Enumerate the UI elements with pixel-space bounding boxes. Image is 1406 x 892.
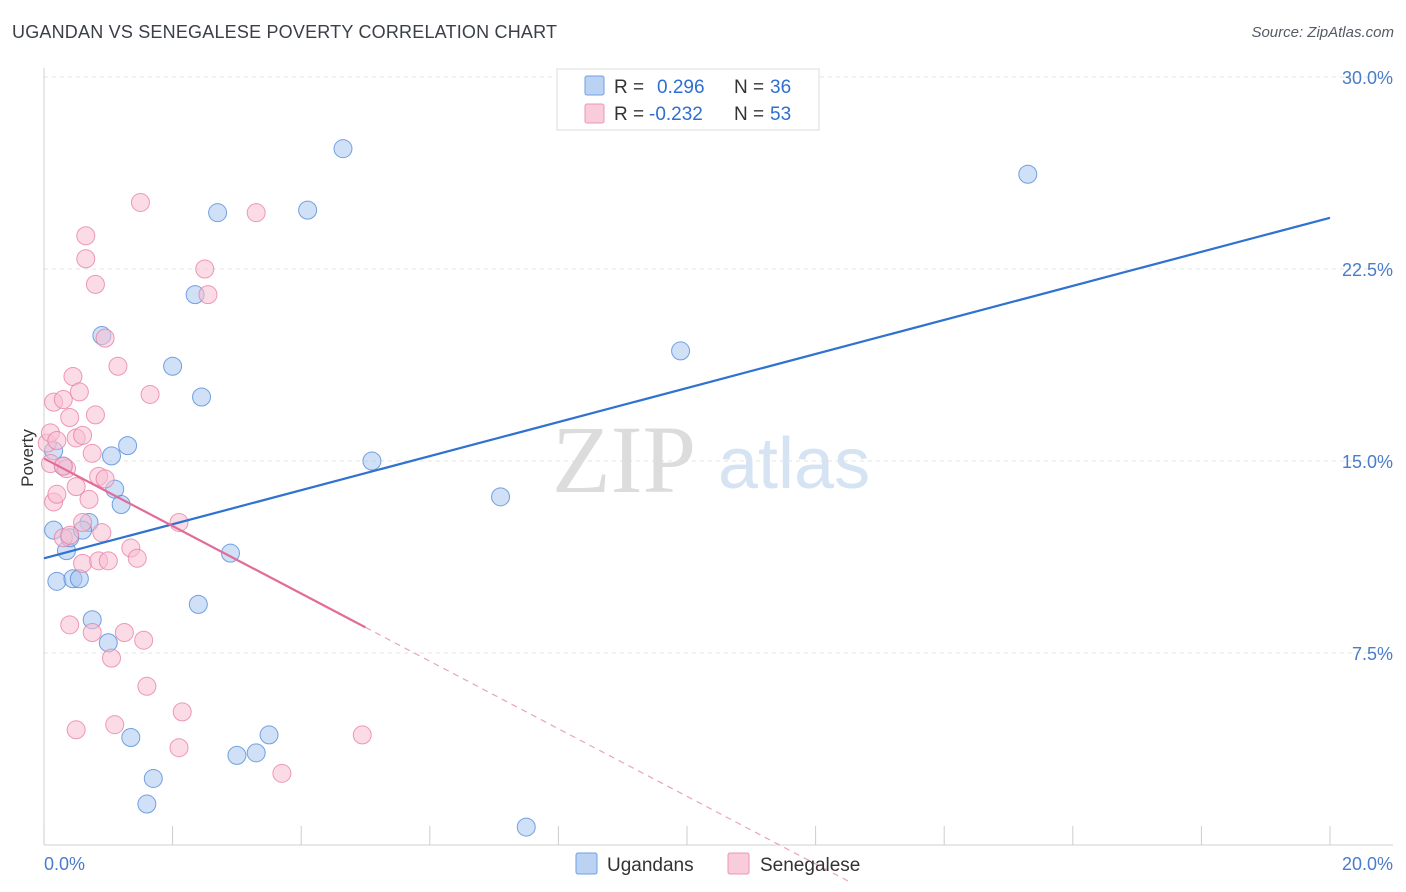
senegalese-point bbox=[246, 203, 266, 223]
ugandan-point bbox=[1018, 164, 1038, 184]
legend-swatch-ugandans bbox=[584, 75, 605, 96]
ugandan-point bbox=[333, 139, 353, 159]
senegalese-point bbox=[95, 328, 115, 348]
senegalese-point bbox=[60, 525, 80, 545]
senegalese-point bbox=[66, 477, 86, 497]
senegalese-point bbox=[53, 390, 73, 410]
bottom-legend-label-senegalese: Senegalese bbox=[760, 855, 860, 876]
watermark-zip: ZIP bbox=[552, 406, 696, 513]
senegalese-point bbox=[85, 405, 105, 425]
senegalese-point bbox=[69, 382, 89, 402]
ugandan-point bbox=[298, 200, 318, 220]
x-tick-labels: 0.0% 20.0% bbox=[44, 854, 1393, 874]
ugandan-point bbox=[143, 768, 163, 788]
senegalese-point bbox=[195, 259, 215, 279]
y-tick-label: 30.0% bbox=[1342, 68, 1393, 88]
chart-title: UGANDAN VS SENEGALESE POVERTY CORRELATIO… bbox=[12, 22, 558, 42]
ugandan-point bbox=[491, 487, 511, 507]
senegalese-point bbox=[66, 720, 86, 740]
senegalese-point bbox=[73, 553, 93, 573]
legend-r-value-ugandans: 0.296 bbox=[657, 77, 705, 98]
y-tick-label: 22.5% bbox=[1342, 260, 1393, 280]
senegalese-point bbox=[108, 356, 128, 376]
senegalese-point bbox=[73, 512, 93, 532]
legend-r-label-ugandans: R = bbox=[614, 77, 644, 98]
legend-n-label-ugandans: N = bbox=[734, 77, 764, 98]
senegalese-point bbox=[82, 443, 102, 463]
senegalese-point bbox=[47, 484, 67, 504]
legend-n-value-senegalese: 53 bbox=[770, 104, 791, 125]
bottom-legend-label-ugandans: Ugandans bbox=[607, 855, 694, 876]
senegalese-point bbox=[60, 407, 80, 427]
ugandan-point bbox=[259, 725, 279, 745]
ugandan-point bbox=[121, 727, 141, 747]
watermark: ZIP atlas bbox=[552, 406, 870, 513]
y-tick-labels: 7.5% 15.0% 22.5% 30.0% bbox=[1342, 68, 1393, 664]
senegalese-point bbox=[352, 725, 372, 745]
senegalese-point bbox=[85, 274, 105, 294]
senegalese-point bbox=[140, 384, 160, 404]
ugandan-point bbox=[102, 446, 122, 466]
senegalese-point bbox=[130, 192, 150, 212]
bottom-legend-swatch-ugandans bbox=[575, 852, 598, 875]
legend-r-label-senegalese: R = bbox=[614, 104, 644, 125]
legend-swatch-senegalese bbox=[584, 103, 605, 124]
senegalese-point bbox=[82, 623, 102, 643]
senegalese-point bbox=[98, 551, 118, 571]
trend-lines bbox=[43, 216, 1331, 882]
ugandan-point bbox=[188, 594, 208, 614]
senegalese-point bbox=[95, 469, 115, 489]
senegalese-trend-line bbox=[43, 457, 367, 629]
senegalese-point bbox=[134, 630, 154, 650]
senegalese-point bbox=[76, 226, 96, 246]
bottom-legend: Ugandans Senegalese bbox=[575, 852, 860, 876]
senegalese-point bbox=[169, 738, 189, 758]
senegalese-point bbox=[172, 702, 192, 722]
senegalese-point bbox=[114, 623, 134, 643]
y-tick-label: 7.5% bbox=[1352, 644, 1393, 664]
legend-r-value-senegalese: -0.232 bbox=[649, 104, 703, 125]
senegalese-point bbox=[102, 648, 122, 668]
ugandan-point bbox=[208, 203, 228, 223]
senegalese-point bbox=[272, 763, 292, 783]
ugandan-point bbox=[47, 571, 67, 591]
senegalese-point bbox=[73, 425, 93, 445]
ugandan-point bbox=[118, 436, 138, 456]
y-axis-title: Poverty bbox=[18, 429, 37, 487]
x-tick-label: 20.0% bbox=[1342, 854, 1393, 874]
senegalese-point bbox=[198, 285, 218, 305]
senegalese-point bbox=[79, 489, 99, 509]
senegalese-point bbox=[92, 523, 112, 543]
senegalese-point bbox=[127, 548, 147, 568]
ugandan-point bbox=[163, 356, 183, 376]
ugandan-point bbox=[362, 451, 382, 471]
senegalese-point bbox=[60, 615, 80, 635]
grid-lines bbox=[44, 76, 1393, 654]
ugandan-point bbox=[516, 817, 536, 837]
x-tick-label: 0.0% bbox=[44, 854, 85, 874]
senegalese-point bbox=[137, 676, 157, 696]
legend-box: R = 0.296 N = 36 R = -0.232 N = 53 bbox=[556, 68, 820, 131]
legend-n-value-ugandans: 36 bbox=[770, 77, 791, 98]
ugandan-point bbox=[671, 341, 691, 361]
y-tick-label: 15.0% bbox=[1342, 452, 1393, 472]
senegalese-point bbox=[105, 715, 125, 735]
ugandan-point bbox=[227, 745, 247, 765]
ugandan-point bbox=[69, 569, 89, 589]
senegalese-point bbox=[76, 249, 96, 269]
data-points bbox=[37, 139, 1038, 837]
axes bbox=[43, 68, 1393, 846]
ugandan-point bbox=[137, 794, 157, 814]
ugandan-point bbox=[98, 633, 118, 653]
legend-n-label-senegalese: N = bbox=[734, 104, 764, 125]
ugandan-point bbox=[246, 743, 266, 763]
senegalese-point bbox=[47, 431, 67, 451]
source-label: Source: ZipAtlas.com bbox=[1251, 24, 1394, 41]
bottom-legend-swatch-senegalese bbox=[727, 852, 750, 875]
senegalese-trend-extension bbox=[365, 626, 849, 882]
ugandan-point bbox=[192, 387, 212, 407]
watermark-atlas: atlas bbox=[718, 424, 870, 504]
ugandan-trend-line bbox=[43, 216, 1331, 560]
